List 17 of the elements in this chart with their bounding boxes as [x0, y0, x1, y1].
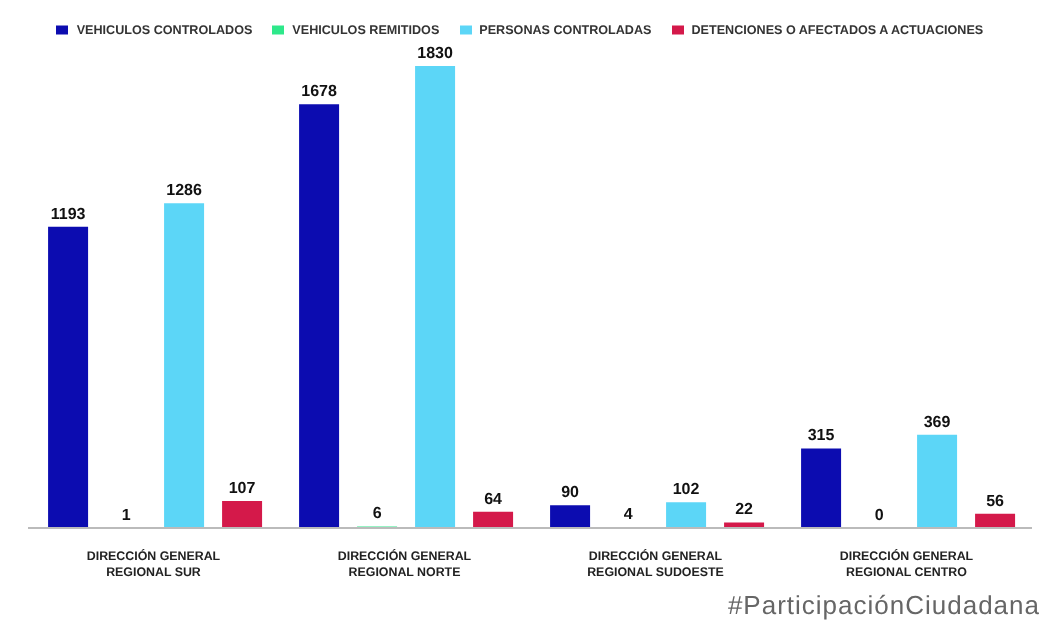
- data-label: 102: [672, 480, 701, 499]
- data-label: 64: [484, 489, 504, 508]
- data-label: 1830: [417, 44, 454, 62]
- data-label: 107: [228, 478, 257, 497]
- data-label: 1: [121, 505, 132, 524]
- data-label: 1193: [50, 204, 87, 223]
- data-label: 22: [735, 500, 755, 519]
- data-label: 6: [372, 504, 383, 523]
- data-label: 1678: [301, 82, 338, 101]
- data-label: 315: [807, 426, 836, 445]
- data-label: 1286: [166, 181, 203, 200]
- data-label: 56: [986, 491, 1006, 510]
- data-label: 90: [561, 483, 581, 502]
- data-label: 369: [923, 412, 952, 431]
- data-label: 4: [623, 504, 634, 523]
- data-label: 0: [874, 505, 885, 524]
- text: #ParticipaciónCiudadana: [727, 590, 1040, 620]
